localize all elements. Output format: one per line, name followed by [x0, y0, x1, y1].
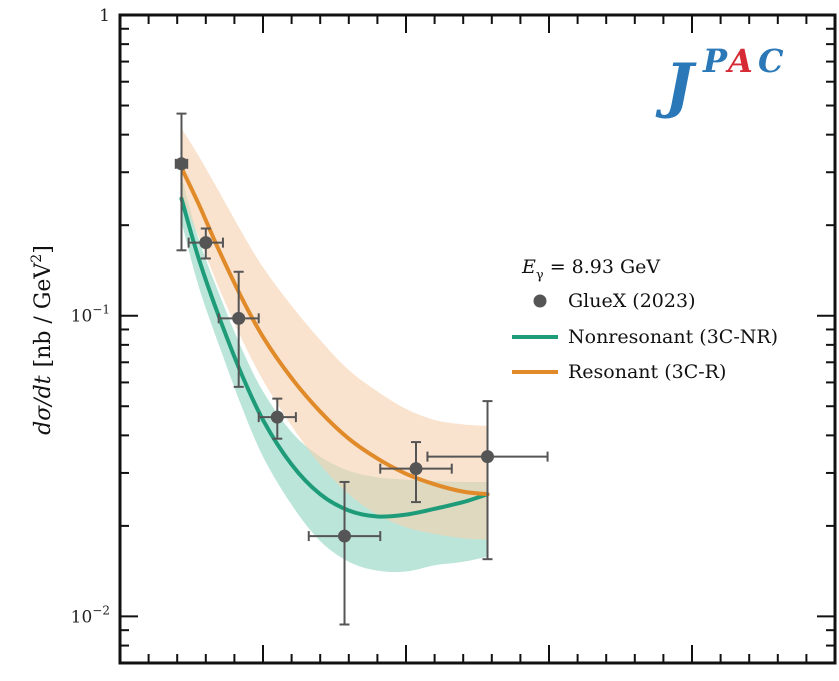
legend-label-nonresonant: Nonresonant (3C-NR): [568, 326, 778, 348]
curve-resonant: [179, 166, 490, 497]
point-marker: [338, 529, 352, 543]
logo-letter-j: J: [655, 51, 697, 121]
gluex-point-2: [187, 227, 224, 260]
point-marker: [270, 410, 284, 424]
legend-label-resonant: Resonant (3C-R): [568, 361, 726, 383]
gluex-point-7: [426, 400, 549, 561]
gluex-point-3: [217, 270, 260, 388]
y-axis-ticks: 1 10−1 10−2: [71, 6, 835, 664]
jpac-logo: J P A C: [655, 42, 784, 121]
logo-letter-a: A: [725, 42, 753, 80]
band-resonant: [181, 128, 488, 540]
y-tick-label: 1: [99, 6, 110, 26]
energy-annotation: Eγ = 8.93 GeV: [521, 256, 660, 283]
legend-label-gluex: GlueX (2023): [568, 290, 695, 312]
data-points: [174, 112, 549, 626]
gluex-point-6: [379, 441, 453, 504]
y-tick-label: 10−2: [71, 603, 110, 627]
y-axis-label: dσ/dt[nb / GeV2]: [29, 245, 56, 435]
x-axis-ticks: [147, 15, 808, 663]
logo-letter-p: P: [702, 42, 728, 80]
point-marker: [409, 462, 423, 476]
legend: Eγ = 8.93 GeV GlueX (2023) Nonresonant (…: [512, 256, 778, 383]
gluex-point-4: [257, 397, 297, 440]
model-curves: [179, 166, 490, 519]
gluex-point-5: [307, 480, 382, 626]
logo-letter-c: C: [758, 42, 784, 80]
y-tick-label: 10−1: [71, 303, 110, 327]
point-marker: [481, 450, 495, 464]
curve-nonresonant: [179, 196, 490, 519]
point-marker: [199, 236, 213, 250]
gluex-point-1: [174, 112, 189, 252]
point-marker: [174, 157, 188, 171]
legend-marker-gluex: [533, 294, 547, 308]
plot-frame: [118, 13, 837, 665]
point-marker: [232, 311, 246, 325]
